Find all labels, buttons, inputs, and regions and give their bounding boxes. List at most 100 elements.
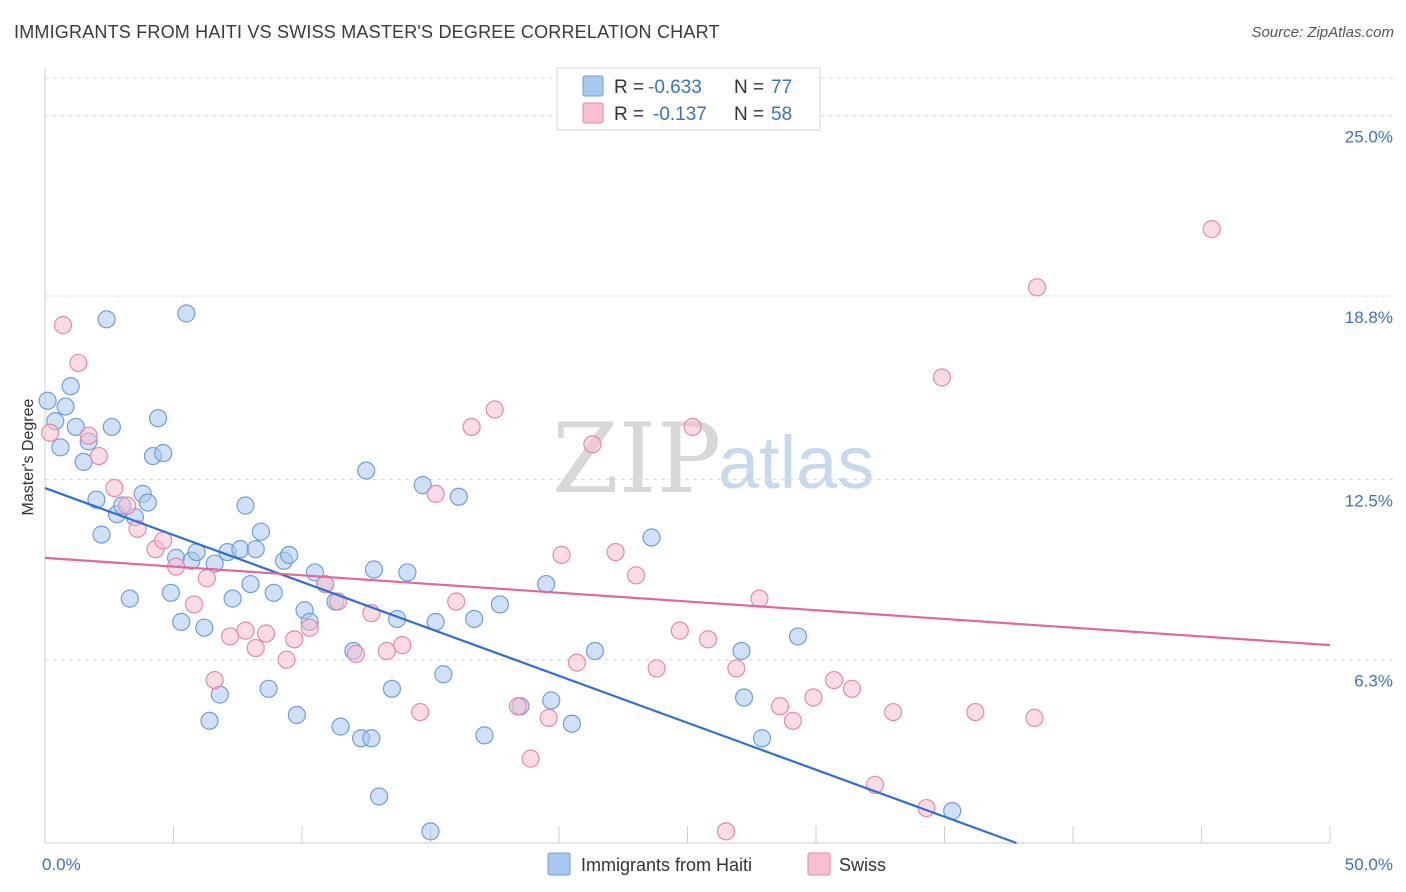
- legend-swatch-swiss: [582, 102, 604, 124]
- legend-n-label-swiss: N =: [734, 104, 764, 125]
- chart-title: IMMIGRANTS FROM HAITI VS SWISS MASTER'S …: [14, 22, 720, 42]
- legend-n-value-swiss: 58: [771, 104, 792, 125]
- point-swiss: [462, 417, 481, 437]
- point-haiti: [172, 612, 191, 631]
- point-swiss: [79, 426, 98, 445]
- point-haiti: [357, 461, 376, 480]
- point-haiti: [200, 711, 219, 730]
- point-haiti: [246, 540, 265, 559]
- y-tick-label: 18.8%: [1345, 308, 1393, 327]
- point-haiti: [537, 574, 556, 594]
- point-swiss: [377, 641, 396, 661]
- point-swiss: [670, 621, 689, 640]
- point-swiss: [883, 702, 903, 722]
- legend-top-swiss: R = -0.137 N = 58: [582, 102, 792, 125]
- point-haiti: [195, 618, 214, 637]
- point-swiss: [508, 697, 527, 716]
- point-haiti: [87, 490, 106, 509]
- point-swiss: [118, 496, 137, 515]
- point-swiss: [1027, 278, 1047, 297]
- watermark-atlas: atlas: [718, 421, 874, 504]
- point-haiti: [585, 641, 605, 661]
- point-haiti: [642, 528, 661, 547]
- legend-r-value-haiti: -0.633: [648, 77, 702, 98]
- point-haiti: [280, 545, 299, 565]
- y-tick-label: 12.5%: [1345, 491, 1393, 510]
- legend-top-haiti: R = -0.633 N = 77: [582, 75, 792, 98]
- legend-r-label-haiti: R =: [614, 77, 644, 98]
- point-haiti: [92, 525, 111, 544]
- series-swiss: [41, 220, 1221, 841]
- point-swiss: [393, 636, 412, 655]
- point-haiti: [734, 688, 754, 707]
- point-swiss: [346, 644, 366, 663]
- point-swiss: [539, 708, 558, 727]
- point-swiss: [89, 446, 109, 466]
- point-swiss: [285, 630, 304, 649]
- point-haiti: [66, 417, 85, 437]
- y-tick-label: 6.3%: [1354, 672, 1393, 691]
- legend-n-label-haiti: N =: [734, 77, 764, 98]
- point-haiti: [205, 554, 224, 573]
- legend-n-value-haiti: 77: [771, 77, 792, 98]
- point-swiss: [647, 659, 666, 678]
- trend-lines: [44, 487, 1331, 845]
- point-swiss: [256, 624, 276, 643]
- point-haiti: [421, 822, 440, 841]
- y-tick-label: 25.0%: [1345, 128, 1393, 147]
- trend-line-swiss: [44, 556, 1331, 647]
- point-swiss: [683, 417, 702, 437]
- x-tick-label: 50.0%: [1345, 855, 1393, 874]
- point-haiti: [51, 438, 70, 457]
- point-haiti: [732, 641, 751, 661]
- legend-bottom-label-haiti: Immigrants from Haiti: [581, 855, 752, 875]
- legend-r-value-swiss: -0.137: [653, 104, 707, 125]
- point-haiti: [161, 583, 181, 602]
- point-swiss: [727, 659, 746, 678]
- point-swiss: [53, 316, 73, 335]
- point-swiss: [426, 484, 445, 503]
- point-haiti: [231, 540, 250, 559]
- point-haiti: [236, 496, 255, 515]
- point-swiss: [804, 688, 823, 707]
- point-haiti: [370, 787, 389, 806]
- point-swiss: [411, 702, 430, 722]
- point-haiti: [56, 397, 75, 416]
- point-haiti: [542, 691, 561, 710]
- point-swiss: [521, 749, 540, 768]
- point-swiss: [205, 670, 224, 690]
- point-haiti: [138, 493, 157, 512]
- point-swiss: [69, 353, 88, 373]
- point-swiss: [750, 589, 769, 608]
- point-swiss: [606, 542, 625, 562]
- x-tick-label: 0.0%: [42, 855, 81, 874]
- point-haiti: [223, 589, 242, 608]
- point-haiti: [251, 522, 270, 541]
- point-swiss: [1025, 708, 1044, 727]
- axes: 6.3% 12.5% 18.8% 25.0% 0.0% 50.0%: [42, 68, 1393, 874]
- point-haiti: [449, 487, 468, 506]
- point-swiss: [277, 650, 296, 669]
- point-swiss: [567, 653, 587, 672]
- point-haiti: [398, 563, 417, 582]
- point-swiss: [966, 702, 985, 722]
- point-swiss: [583, 435, 602, 454]
- point-swiss: [824, 670, 844, 690]
- legend-bottom: Immigrants from Haiti Swiss: [547, 852, 886, 876]
- point-haiti: [241, 574, 260, 594]
- point-haiti: [475, 726, 494, 745]
- point-swiss: [552, 545, 571, 565]
- point-haiti: [465, 609, 484, 629]
- point-swiss: [197, 569, 217, 588]
- point-swiss: [220, 627, 240, 646]
- point-swiss: [626, 566, 646, 585]
- point-swiss: [783, 711, 802, 730]
- legend-swatch-haiti: [582, 75, 604, 97]
- y-axis-label: Master's Degree: [20, 398, 37, 515]
- point-swiss: [447, 592, 466, 611]
- legend-bottom-swatch-swiss: [807, 852, 831, 876]
- point-haiti: [788, 627, 808, 646]
- point-haiti: [74, 452, 93, 471]
- point-haiti: [264, 583, 283, 602]
- point-swiss: [770, 697, 790, 716]
